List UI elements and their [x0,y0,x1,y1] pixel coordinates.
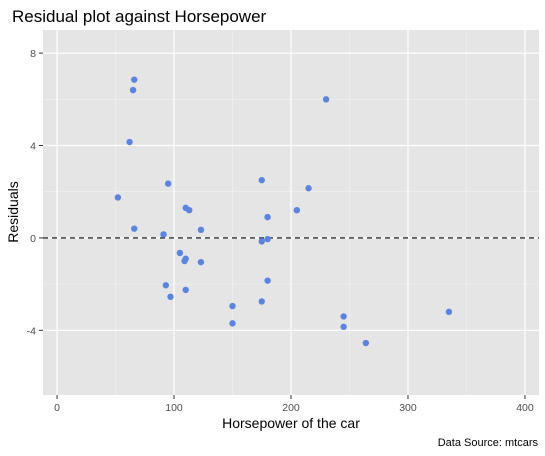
x-tick-label: 200 [282,402,300,414]
data-point [167,293,174,301]
x-tick-label: 400 [516,402,534,414]
data-point [160,231,167,238]
data-point [258,298,265,305]
data-point [258,238,265,245]
y-tick-label: 4 [30,141,36,153]
data-point [264,235,271,243]
y-axis-ticks: -4 0 4 8 [27,48,43,337]
data-point [129,86,137,94]
data-point [176,249,184,257]
data-point [340,323,347,331]
data-point [164,180,172,187]
data-point [197,226,205,234]
data-point [131,76,138,83]
y-axis-label: Residuals [5,181,21,242]
data-point [322,96,330,103]
y-tick-label: -4 [27,325,36,337]
data-point [293,206,301,214]
data-point [197,258,205,266]
x-tick-label: 300 [399,402,417,414]
data-point [131,225,138,232]
x-tick-label: 0 [54,402,60,414]
data-point [258,176,265,184]
data-point [182,255,189,262]
data-point [182,286,189,294]
data-point [264,213,271,221]
data-point [114,194,122,201]
y-tick-label: 8 [30,48,36,60]
y-tick-label: 0 [30,233,36,245]
data-point [362,339,370,347]
data-point [186,206,193,214]
data-point [264,277,271,284]
data-point [126,138,133,146]
data-point [229,302,236,310]
data-point [445,308,453,316]
x-axis-label: Horsepower of the car [222,415,360,431]
data-point [340,313,347,320]
data-point [305,185,312,192]
x-axis-ticks: 0 100 200 300 400 [54,395,534,414]
data-point [162,282,170,289]
data-point [229,320,236,327]
chart-title: Residual plot against Horsepower [12,7,267,26]
data-points [114,76,453,347]
x-tick-label: 100 [165,402,183,414]
data-source-caption: Data Source: mtcars [438,437,539,449]
